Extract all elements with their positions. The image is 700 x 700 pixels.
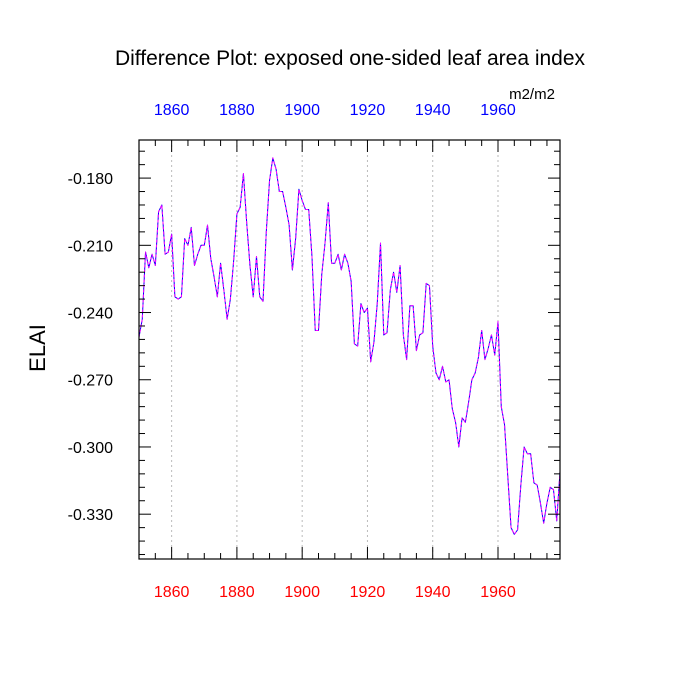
chart-title: Difference Plot: exposed one-sided leaf … [115,47,586,70]
x-tick-label-bottom-1860: 1860 [154,584,190,601]
units-label: m2/m2 [509,86,555,103]
x-tick-label-top-1860: 1860 [154,102,190,119]
axes: 1860 1860 1880 1880 1900 1900 1920 1920 1940 1940… [68,102,561,601]
x-tick-label-bottom-1880: 1880 [219,584,255,601]
x-tick-label-top-1900: 1900 [284,102,320,119]
plot-frame [138,139,561,560]
series-lines [138,157,561,535]
y-tick-label: -0.240 [68,306,113,323]
x-tick-label-top-1920: 1920 [350,102,386,119]
x-tick-label-bottom-1960: 1960 [480,584,516,601]
x-tick-label-top-1880: 1880 [219,102,255,119]
x-tick-label-bottom-1900: 1900 [284,584,320,601]
y-tick-label: -0.270 [68,373,113,390]
y-tick-label: -0.180 [68,171,113,188]
x-tick-label-bottom-1920: 1920 [350,584,386,601]
x-tick-label-bottom-1940: 1940 [415,584,451,601]
series-line-2 [138,157,561,535]
y-tick-label: -0.210 [68,238,113,255]
gridlines [171,140,499,559]
y-tick-label: -0.330 [68,507,113,524]
x-tick-label-top-1960: 1960 [480,102,516,119]
x-tick-label-top-1940: 1940 [415,102,451,119]
series-line-1 [138,157,561,535]
y-tick-label: -0.300 [68,440,113,457]
y-axis-label: ELAI [25,324,50,372]
